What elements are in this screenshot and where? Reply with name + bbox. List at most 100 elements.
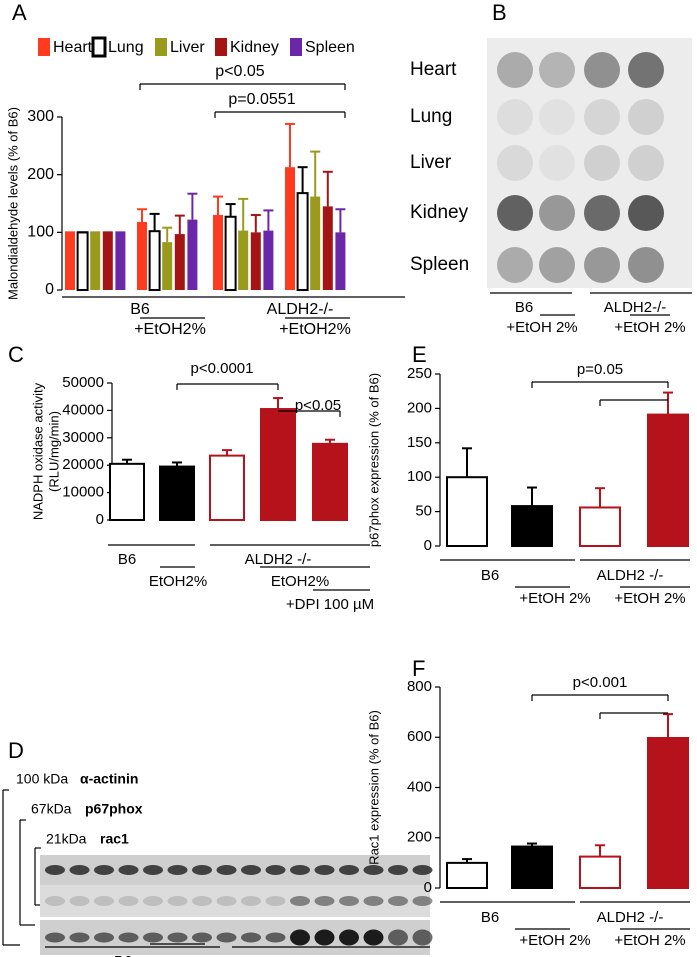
blot-band bbox=[265, 865, 286, 875]
blot-band bbox=[118, 932, 139, 943]
y-axis-label: p67phox expression (% of B6) bbox=[366, 373, 381, 547]
row-label: Liver bbox=[410, 152, 452, 173]
bar bbox=[76, 231, 89, 291]
blot-band bbox=[45, 896, 65, 906]
blot-dot bbox=[584, 195, 620, 231]
bar bbox=[296, 192, 309, 291]
bar bbox=[511, 845, 553, 890]
blot-band bbox=[339, 929, 359, 946]
bar bbox=[310, 196, 321, 290]
band-size: 67kDa bbox=[31, 801, 72, 817]
legend-label: Heart bbox=[53, 39, 93, 56]
panel-letter: D bbox=[8, 738, 24, 763]
blot-band bbox=[143, 865, 163, 875]
y-tick-label: 100 bbox=[407, 468, 432, 485]
bar bbox=[174, 234, 185, 290]
y-tick-label: 0 bbox=[424, 879, 432, 896]
blot-band bbox=[143, 932, 163, 943]
blot-band bbox=[94, 865, 114, 875]
band-name: p67phox bbox=[85, 801, 143, 817]
blot-band bbox=[118, 865, 139, 875]
y-tick-label: 40000 bbox=[62, 401, 104, 418]
bar bbox=[260, 408, 296, 521]
bar bbox=[263, 230, 274, 290]
label: EtOH2% bbox=[271, 573, 329, 590]
blot-band bbox=[216, 865, 237, 875]
blot-dot bbox=[497, 247, 533, 283]
blot-dot bbox=[497, 52, 533, 88]
bar bbox=[148, 230, 161, 291]
y-tick-label: 50000 bbox=[62, 374, 104, 391]
bar bbox=[65, 232, 75, 290]
blot-band bbox=[412, 865, 433, 875]
blot-band bbox=[143, 896, 163, 906]
y-tick-label: 300 bbox=[27, 108, 54, 125]
bar bbox=[446, 861, 488, 889]
blot-dot bbox=[628, 145, 664, 181]
y-tick-label: 200 bbox=[27, 166, 54, 183]
row-label: Lung bbox=[410, 106, 452, 127]
bar bbox=[511, 505, 553, 548]
bar bbox=[238, 230, 249, 290]
label: +EtOH 2% bbox=[614, 590, 685, 607]
bar bbox=[312, 442, 348, 521]
bar bbox=[159, 465, 195, 522]
label: B6 bbox=[481, 567, 499, 584]
bar bbox=[162, 242, 173, 290]
blot-dot bbox=[628, 247, 664, 283]
blot-dot bbox=[539, 52, 575, 88]
label: +EtOH 2% bbox=[519, 590, 590, 607]
label: +EtOH 2% bbox=[614, 932, 685, 949]
blot-band bbox=[290, 929, 310, 946]
bar bbox=[209, 454, 245, 521]
y-tick-label: 20000 bbox=[62, 456, 104, 473]
legend-swatch bbox=[91, 36, 107, 58]
label: B6 bbox=[515, 299, 533, 316]
label: ALDH2 -/- bbox=[245, 551, 312, 568]
bar bbox=[285, 167, 295, 290]
blot-band bbox=[45, 932, 65, 943]
bar bbox=[579, 506, 621, 547]
band-size: 100 kDa bbox=[16, 771, 68, 787]
bar bbox=[213, 215, 223, 290]
blot-band bbox=[388, 865, 408, 875]
y-tick-label: 600 bbox=[407, 728, 432, 745]
label: +EtOH2% bbox=[279, 321, 351, 338]
legend-swatch bbox=[215, 38, 227, 56]
y-tick-label: 200 bbox=[407, 399, 432, 416]
row-label: Spleen bbox=[410, 254, 469, 275]
blot-band bbox=[241, 865, 261, 875]
blot-band bbox=[241, 932, 261, 943]
label: ALDH2-/- bbox=[604, 299, 667, 316]
blot-band bbox=[167, 865, 188, 875]
blot-band bbox=[241, 896, 261, 906]
label: +DPI 100 µM bbox=[286, 596, 374, 613]
label: +EtOH 2% bbox=[614, 319, 685, 336]
y-axis-label: Malondialdehyde levels (% of B6) bbox=[5, 107, 20, 300]
y-tick-label: 50 bbox=[415, 503, 432, 520]
bar bbox=[137, 221, 147, 290]
label: +EtOH 2% bbox=[519, 932, 590, 949]
panel-letter: F bbox=[412, 656, 425, 681]
y-tick-label: 0 bbox=[45, 281, 54, 298]
legend-swatch bbox=[290, 38, 302, 56]
blot-band bbox=[388, 929, 408, 946]
band-size: 21kDa bbox=[46, 831, 87, 847]
bar bbox=[647, 737, 689, 889]
bar bbox=[109, 462, 145, 521]
annotation: p<0.0001 bbox=[191, 360, 254, 377]
blot-band bbox=[192, 932, 212, 943]
bar bbox=[224, 215, 237, 291]
y-tick-label: 800 bbox=[407, 678, 432, 695]
y-tick-label: 0 bbox=[96, 511, 104, 528]
blot-dot bbox=[497, 195, 533, 231]
band-name: α-actinin bbox=[80, 771, 138, 787]
blot-band bbox=[314, 865, 335, 875]
y-tick-label: 250 bbox=[407, 365, 432, 382]
blot-d: 100 kDa α-actinin 67kDa p67phox 21kDa rac1 bbox=[16, 771, 433, 955]
label: B6 bbox=[118, 551, 136, 568]
bar bbox=[647, 413, 689, 548]
blot-band bbox=[265, 932, 286, 943]
panel-letter: C bbox=[8, 342, 24, 367]
